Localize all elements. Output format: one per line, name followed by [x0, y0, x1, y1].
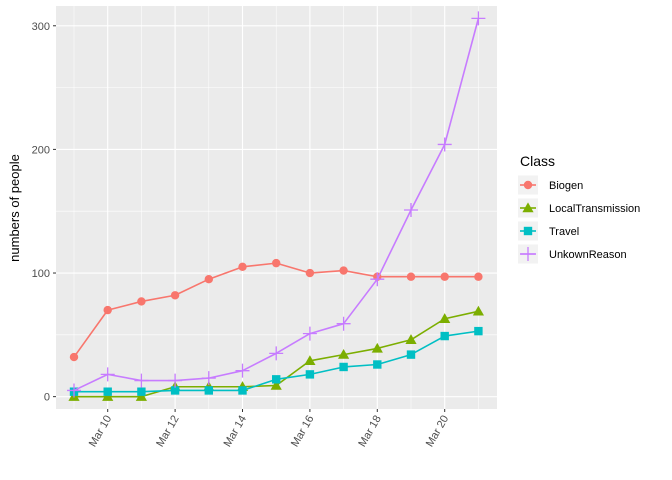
- data-point-unkownreason: [67, 383, 81, 398]
- data-point-biogen: [170, 291, 180, 300]
- legend-key-marker: [523, 180, 533, 190]
- x-axis: Mar 10 Mar 12 Mar 14 Mar 16 Mar 18 Mar 20: [87, 409, 452, 450]
- y-axis-title: numbers of people: [7, 154, 22, 262]
- data-point-unkownreason: [437, 137, 452, 152]
- data-point-unkownreason: [471, 11, 486, 26]
- data-point-localtransmission: [405, 334, 417, 344]
- data-point-travel: [305, 370, 315, 379]
- grid-major: [56, 6, 497, 409]
- data-point-travel: [238, 386, 247, 395]
- data-point-unkownreason: [302, 326, 317, 341]
- legend-item-travel: Travel: [518, 221, 579, 241]
- y-tick-label: 0: [44, 392, 50, 404]
- legend-label-travel: Travel: [549, 226, 579, 238]
- grid-minor: [56, 6, 497, 409]
- data-point-biogen: [204, 274, 213, 284]
- data-point-biogen: [103, 305, 112, 315]
- data-point-travel: [339, 362, 348, 372]
- x-tick-label: Mar 12: [154, 414, 182, 450]
- legend-label-localtransmission: LocalTransmission: [549, 203, 640, 215]
- data-point-travel: [170, 386, 180, 395]
- data-point-biogen: [137, 297, 146, 306]
- legend-label-biogen: Biogen: [549, 180, 583, 192]
- data-point-localtransmission: [270, 379, 282, 390]
- series-travel: [69, 326, 483, 396]
- x-tick-label: Mar 20: [424, 414, 452, 450]
- data-point-travel: [474, 326, 483, 336]
- legend-title: Class: [520, 153, 555, 169]
- x-tick-label: Mar 18: [356, 414, 384, 450]
- data-point-unkownreason: [201, 371, 216, 386]
- data-point-biogen: [272, 258, 281, 268]
- x-tick-label: Mar 16: [289, 414, 317, 450]
- data-point-biogen: [69, 352, 79, 362]
- data-point-unkownreason: [336, 316, 351, 331]
- data-point-unkownreason: [269, 346, 284, 361]
- data-point-localtransmission: [304, 355, 316, 365]
- data-point-biogen: [339, 266, 348, 275]
- data-point-travel: [137, 387, 146, 396]
- data-point-travel: [440, 331, 449, 341]
- plot-panel: [56, 6, 497, 409]
- y-axis: 0 100 200 300: [32, 21, 56, 404]
- data-point-localtransmission: [135, 391, 147, 401]
- data-point-travel: [204, 386, 213, 395]
- y-tick-label: 200: [32, 144, 50, 156]
- data-point-travel: [272, 375, 281, 384]
- data-point-localtransmission: [472, 305, 484, 316]
- data-point-unkownreason: [404, 202, 418, 217]
- data-point-biogen: [440, 272, 449, 281]
- legend: Class Biogen LocalTransmission Travel Unkow…: [518, 153, 640, 264]
- y-tick-label: 100: [32, 268, 50, 280]
- data-point-unkownreason: [370, 272, 385, 287]
- x-tick-label: Mar 10: [87, 414, 115, 450]
- data-point-travel: [373, 360, 382, 369]
- data-point-localtransmission: [338, 349, 350, 359]
- data-point-biogen: [238, 262, 247, 272]
- legend-item-unkownreason: UnkownReason: [518, 244, 627, 264]
- data-point-localtransmission: [439, 313, 451, 323]
- data-point-biogen: [474, 272, 483, 281]
- legend-label-unkownreason: UnkownReason: [549, 249, 627, 261]
- legend-key-marker: [523, 226, 533, 236]
- legend-key-marker: [521, 247, 535, 261]
- legend-item-biogen: Biogen: [518, 175, 583, 195]
- series-unkownreason: [67, 11, 486, 398]
- data-point-unkownreason: [134, 373, 149, 388]
- data-point-unkownreason: [235, 363, 250, 378]
- data-point-unkownreason: [100, 367, 115, 382]
- data-point-biogen: [305, 268, 315, 278]
- legend-item-localtransmission: LocalTransmission: [518, 198, 640, 218]
- x-tick-label: Mar 14: [222, 414, 250, 450]
- series-layer: [67, 11, 486, 401]
- series-biogen: [69, 258, 483, 362]
- data-point-localtransmission: [102, 391, 114, 401]
- data-point-biogen: [406, 272, 416, 281]
- legend-key-marker: [522, 202, 534, 213]
- data-point-travel: [103, 387, 112, 396]
- y-tick-label: 300: [32, 21, 50, 33]
- data-point-unkownreason: [168, 373, 183, 388]
- data-point-travel: [406, 350, 416, 359]
- data-point-localtransmission: [371, 342, 383, 353]
